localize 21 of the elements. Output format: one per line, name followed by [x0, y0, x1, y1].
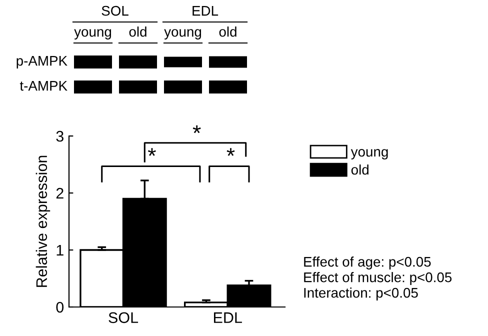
text: old [129, 26, 146, 37]
legend-label: old [351, 164, 368, 175]
text: SOL [102, 6, 128, 16]
text: * [192, 125, 201, 134]
y-tick-label: 3 [56, 130, 64, 142]
y-tick-label: 1 [56, 245, 64, 256]
annotation: * [226, 148, 235, 156]
y-axis-title: Relative expression [36, 156, 50, 287]
text: EDL [192, 6, 218, 16]
text: Effect of age: p<0.05 [304, 256, 431, 270]
text: t-AMPK [20, 81, 68, 91]
legend-label: young [350, 149, 388, 160]
text: young [74, 29, 112, 40]
annotation: * [148, 148, 156, 156]
text: Interaction: p<0.05 [304, 288, 418, 300]
y-tick-label: 0 [56, 302, 64, 313]
text: young [164, 29, 202, 40]
text: p-AMPK [16, 56, 68, 68]
y-tick-label: 2 [56, 188, 64, 199]
text: old [219, 26, 236, 37]
text: Effect of muscle: p<0.05 [304, 272, 452, 285]
